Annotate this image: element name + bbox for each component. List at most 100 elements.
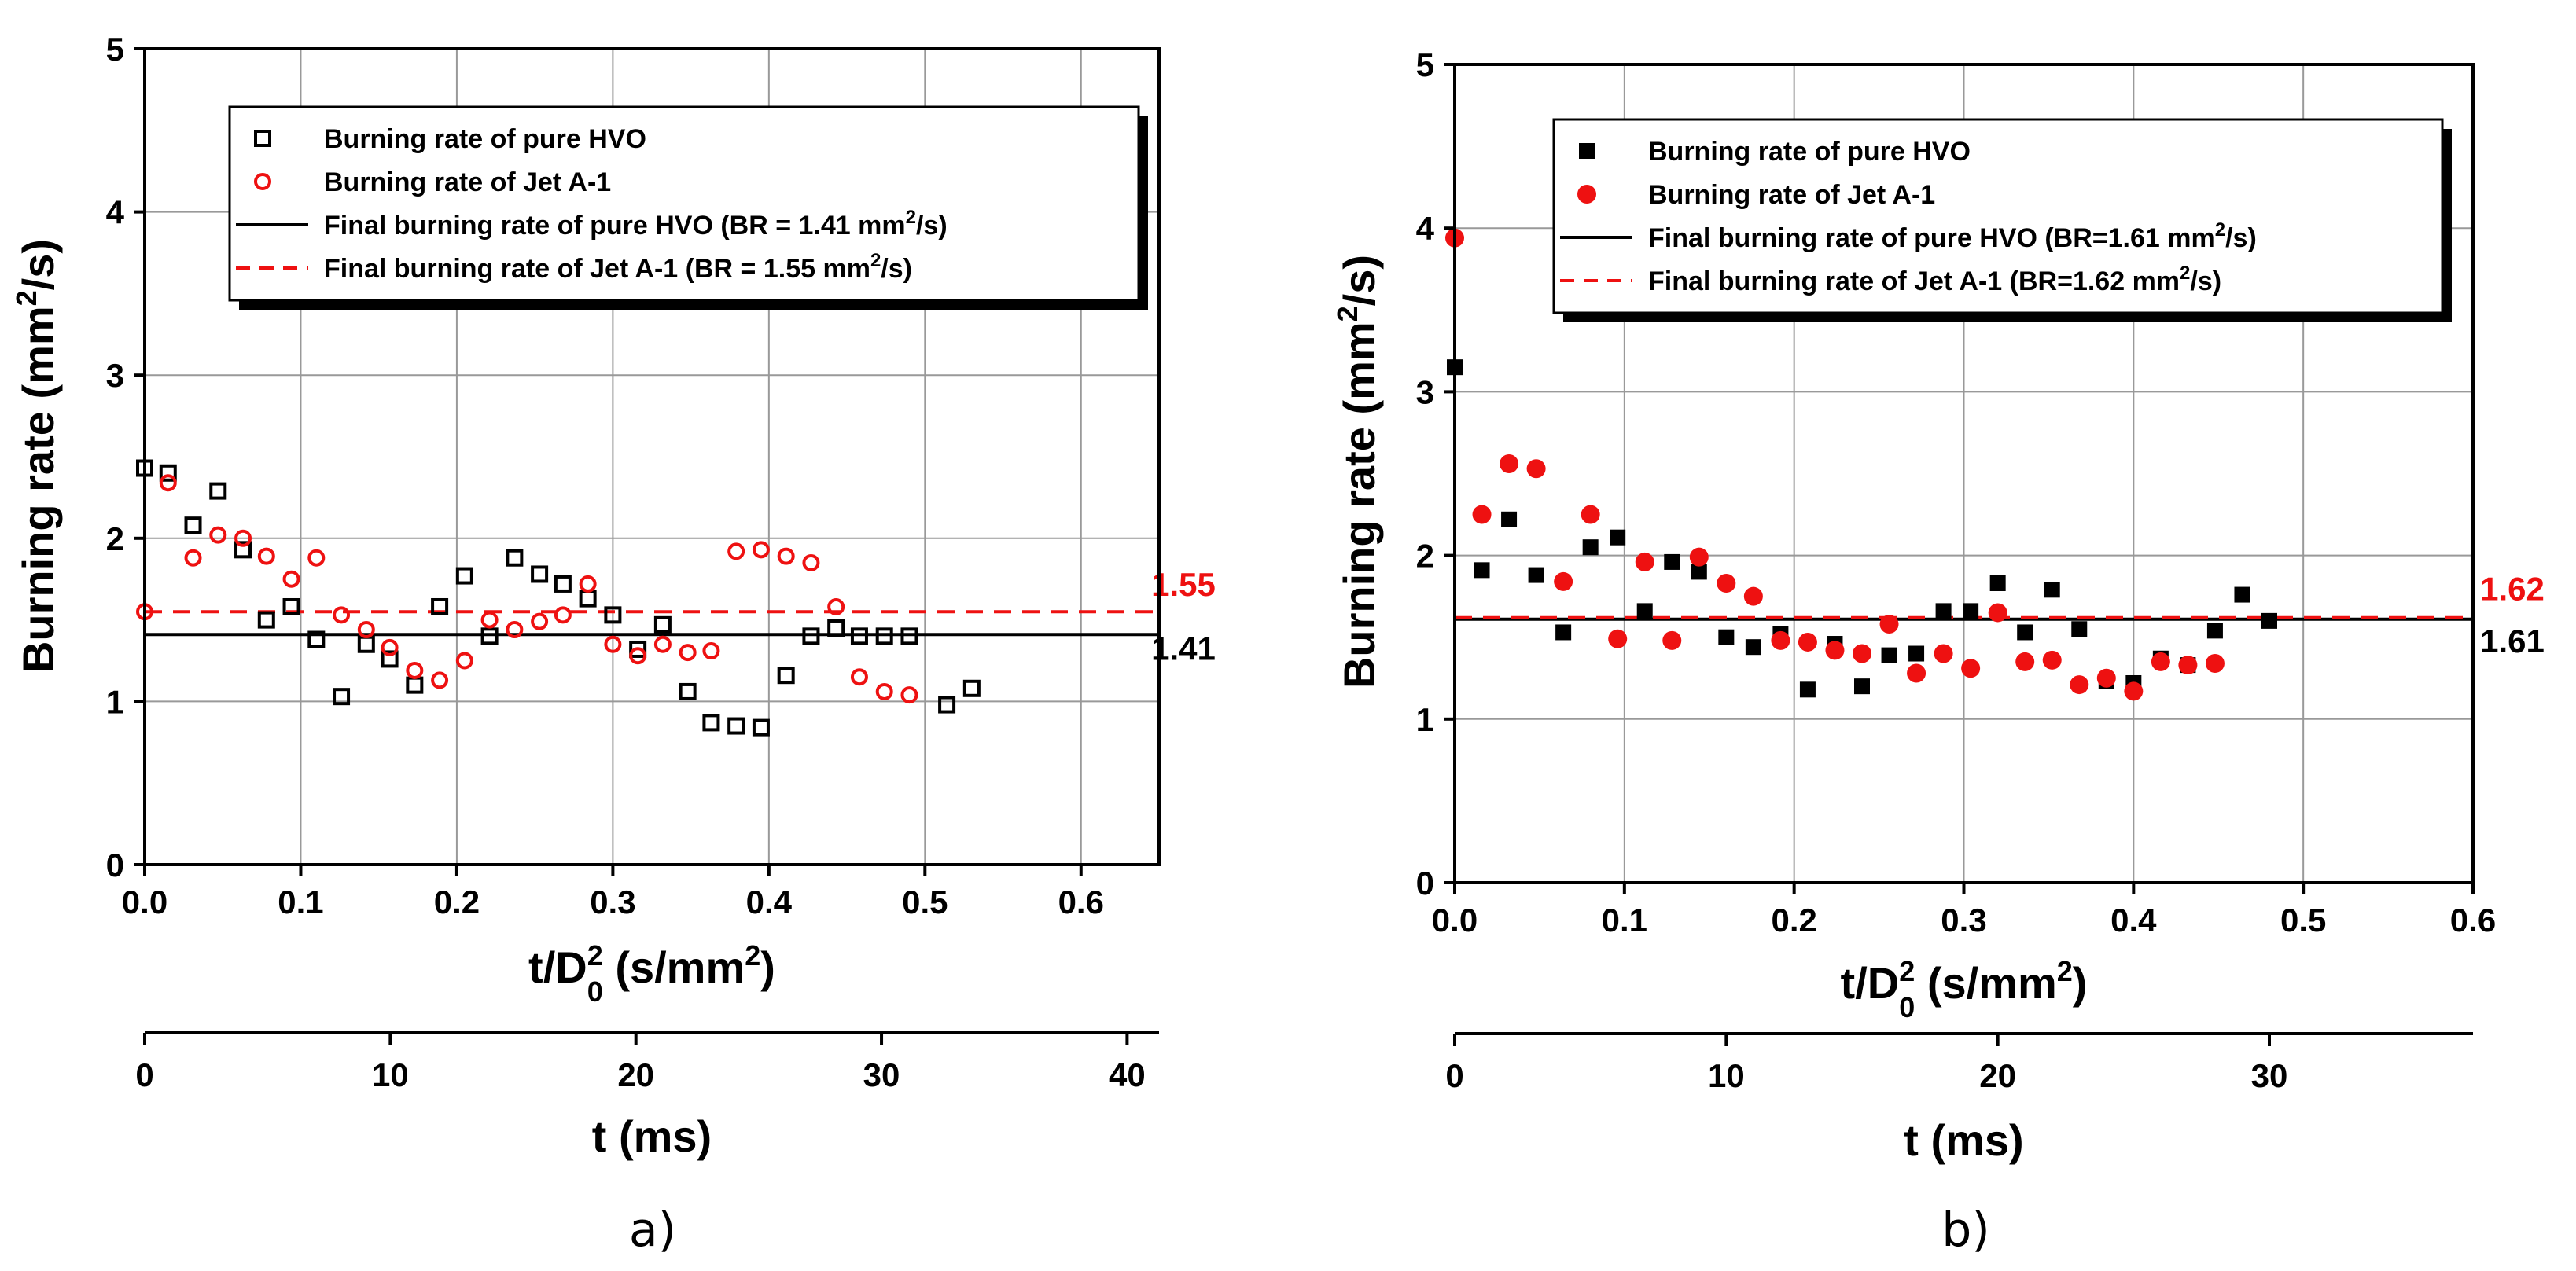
x-axis-label-main: t/D	[528, 942, 587, 992]
x-tick-label: 0.0	[122, 883, 167, 920]
legend-entry-close: /s)	[2190, 266, 2221, 296]
legend-entry: Final burning rate of pure HVO (BR = 1.4…	[324, 207, 948, 241]
x-axis-label: t/D2 0 (s/mm2)	[1841, 955, 2088, 1023]
data-point-jet	[1771, 630, 1790, 650]
data-point-jet	[1689, 547, 1709, 567]
y-tick-label: 2	[106, 520, 124, 557]
y-axis-label-sup: 2	[10, 290, 42, 306]
x-tick-label: 0.1	[278, 883, 323, 920]
data-point-hvo	[431, 597, 449, 615]
data-point-hvo	[1745, 639, 1761, 656]
data-point-jet	[1825, 641, 1845, 660]
data-point-hvo	[1582, 539, 1599, 556]
time-axis-tick-label: 10	[1708, 1057, 1745, 1094]
data-point-jet	[752, 541, 770, 559]
legend-entry: Burning rate of Jet A-1	[324, 167, 611, 197]
x-tick-label: 0.2	[434, 883, 480, 920]
data-point-hvo	[506, 549, 524, 567]
legend-entry-sup: 2	[2215, 219, 2225, 241]
y-axis-label: Burning rate (mm2/s)	[10, 239, 63, 673]
data-point-hvo	[938, 696, 956, 714]
data-point-hvo	[480, 627, 499, 645]
data-point-hvo	[554, 575, 572, 593]
data-point-hvo	[2234, 586, 2250, 603]
data-point-hvo	[184, 516, 202, 534]
y-tick-label: 4	[106, 194, 125, 231]
x-tick-label: 0.6	[2450, 902, 2496, 939]
legend-entry-close: /s)	[2225, 223, 2257, 253]
x-axis-label-units: (s/mm	[603, 942, 745, 992]
legend-entry-main: Final burning rate of pure HVO (BR = 1.4…	[324, 211, 906, 241]
data-point-hvo	[1854, 678, 1870, 695]
data-point-jet	[802, 553, 820, 571]
x-tick-label: 0.1	[1602, 902, 1647, 939]
legend-entry: Final burning rate of Jet A-1 (BR=1.62 m…	[1648, 263, 2221, 296]
time-axis-tick-label: 10	[372, 1056, 409, 1093]
data-point-jet	[2015, 652, 2035, 671]
y-tick-label: 1	[1416, 701, 1434, 738]
data-point-hvo	[1664, 553, 1680, 570]
x-tick-label: 0.6	[1058, 883, 1104, 920]
data-point-jet	[1472, 505, 1492, 524]
data-point-jet	[480, 611, 499, 629]
data-point-hvo	[802, 627, 820, 645]
data-point-hvo	[777, 667, 795, 685]
legend-entry: Burning rate of Jet A-1	[1648, 180, 1935, 210]
data-point-jet	[2096, 668, 2116, 688]
data-point-jet	[1853, 644, 1871, 663]
data-point-jet	[2070, 675, 2089, 695]
x-tick-label: 0.5	[902, 883, 948, 920]
y-tick-label: 4	[1416, 210, 1435, 247]
y-tick-label: 2	[1416, 538, 1434, 575]
data-point-jet	[900, 686, 918, 704]
data-point-jet	[2124, 681, 2144, 701]
data-point-hvo	[1528, 567, 1544, 583]
reference-line-label: 1.41	[1151, 630, 1216, 667]
data-point-hvo	[1501, 511, 1518, 527]
data-point-jet	[850, 668, 868, 686]
y-axis-label-close: /s)	[1334, 255, 1384, 306]
data-point-jet	[1798, 632, 1817, 652]
reference-line-label: 1.55	[1151, 566, 1216, 603]
data-point-hvo	[579, 590, 597, 608]
data-point-hvo	[752, 718, 770, 737]
time-axis-tick-label: 0	[135, 1056, 153, 1093]
legend-entry-sup: 2	[870, 250, 881, 271]
data-point-hvo	[962, 679, 981, 697]
data-point-jet	[1500, 454, 1519, 474]
data-point-hvo	[1935, 603, 1952, 619]
data-point-jet	[653, 635, 672, 653]
time-axis-tick-label: 0	[1445, 1057, 1463, 1094]
data-point-hvo	[1963, 603, 1979, 619]
data-point-jet	[1581, 505, 1600, 524]
data-point-hvo	[455, 567, 473, 585]
data-point-hvo	[629, 640, 647, 658]
data-point-hvo	[234, 541, 252, 559]
data-point-jet	[604, 635, 622, 653]
data-point-jet	[209, 526, 227, 544]
x-axis-label: t/D2 0 (s/mm2)	[528, 939, 775, 1008]
data-point-hvo	[531, 565, 549, 583]
y-tick-label: 3	[106, 357, 124, 394]
time-axis-tick-label: 40	[1109, 1056, 1146, 1093]
data-point-jet	[1988, 603, 2007, 623]
legend-marker-hvo	[254, 130, 271, 147]
data-point-jet	[1717, 573, 1736, 593]
x-axis-label-units-sup: 2	[745, 939, 760, 972]
data-point-jet	[727, 542, 745, 560]
legend-entry: Burning rate of pure HVO	[1648, 137, 1971, 167]
y-tick-label: 3	[1416, 373, 1434, 410]
data-point-hvo	[1718, 629, 1735, 645]
y-axis-label: Burning rate (mm2/s)	[1331, 255, 1384, 689]
time-axis-tick-label: 20	[1979, 1057, 2016, 1094]
legend-entry-main: Final burning rate of pure HVO (BR=1.61 …	[1648, 223, 2215, 253]
data-point-hvo	[1908, 645, 1925, 662]
legend-entry-main: Final burning rate of Jet A-1 (BR = 1.55…	[324, 254, 870, 284]
data-point-hvo	[282, 597, 300, 615]
x-tick-label: 0.5	[2280, 902, 2326, 939]
data-point-hvo	[727, 717, 745, 735]
data-point-jet	[554, 606, 572, 624]
data-point-hvo	[1474, 562, 1490, 579]
